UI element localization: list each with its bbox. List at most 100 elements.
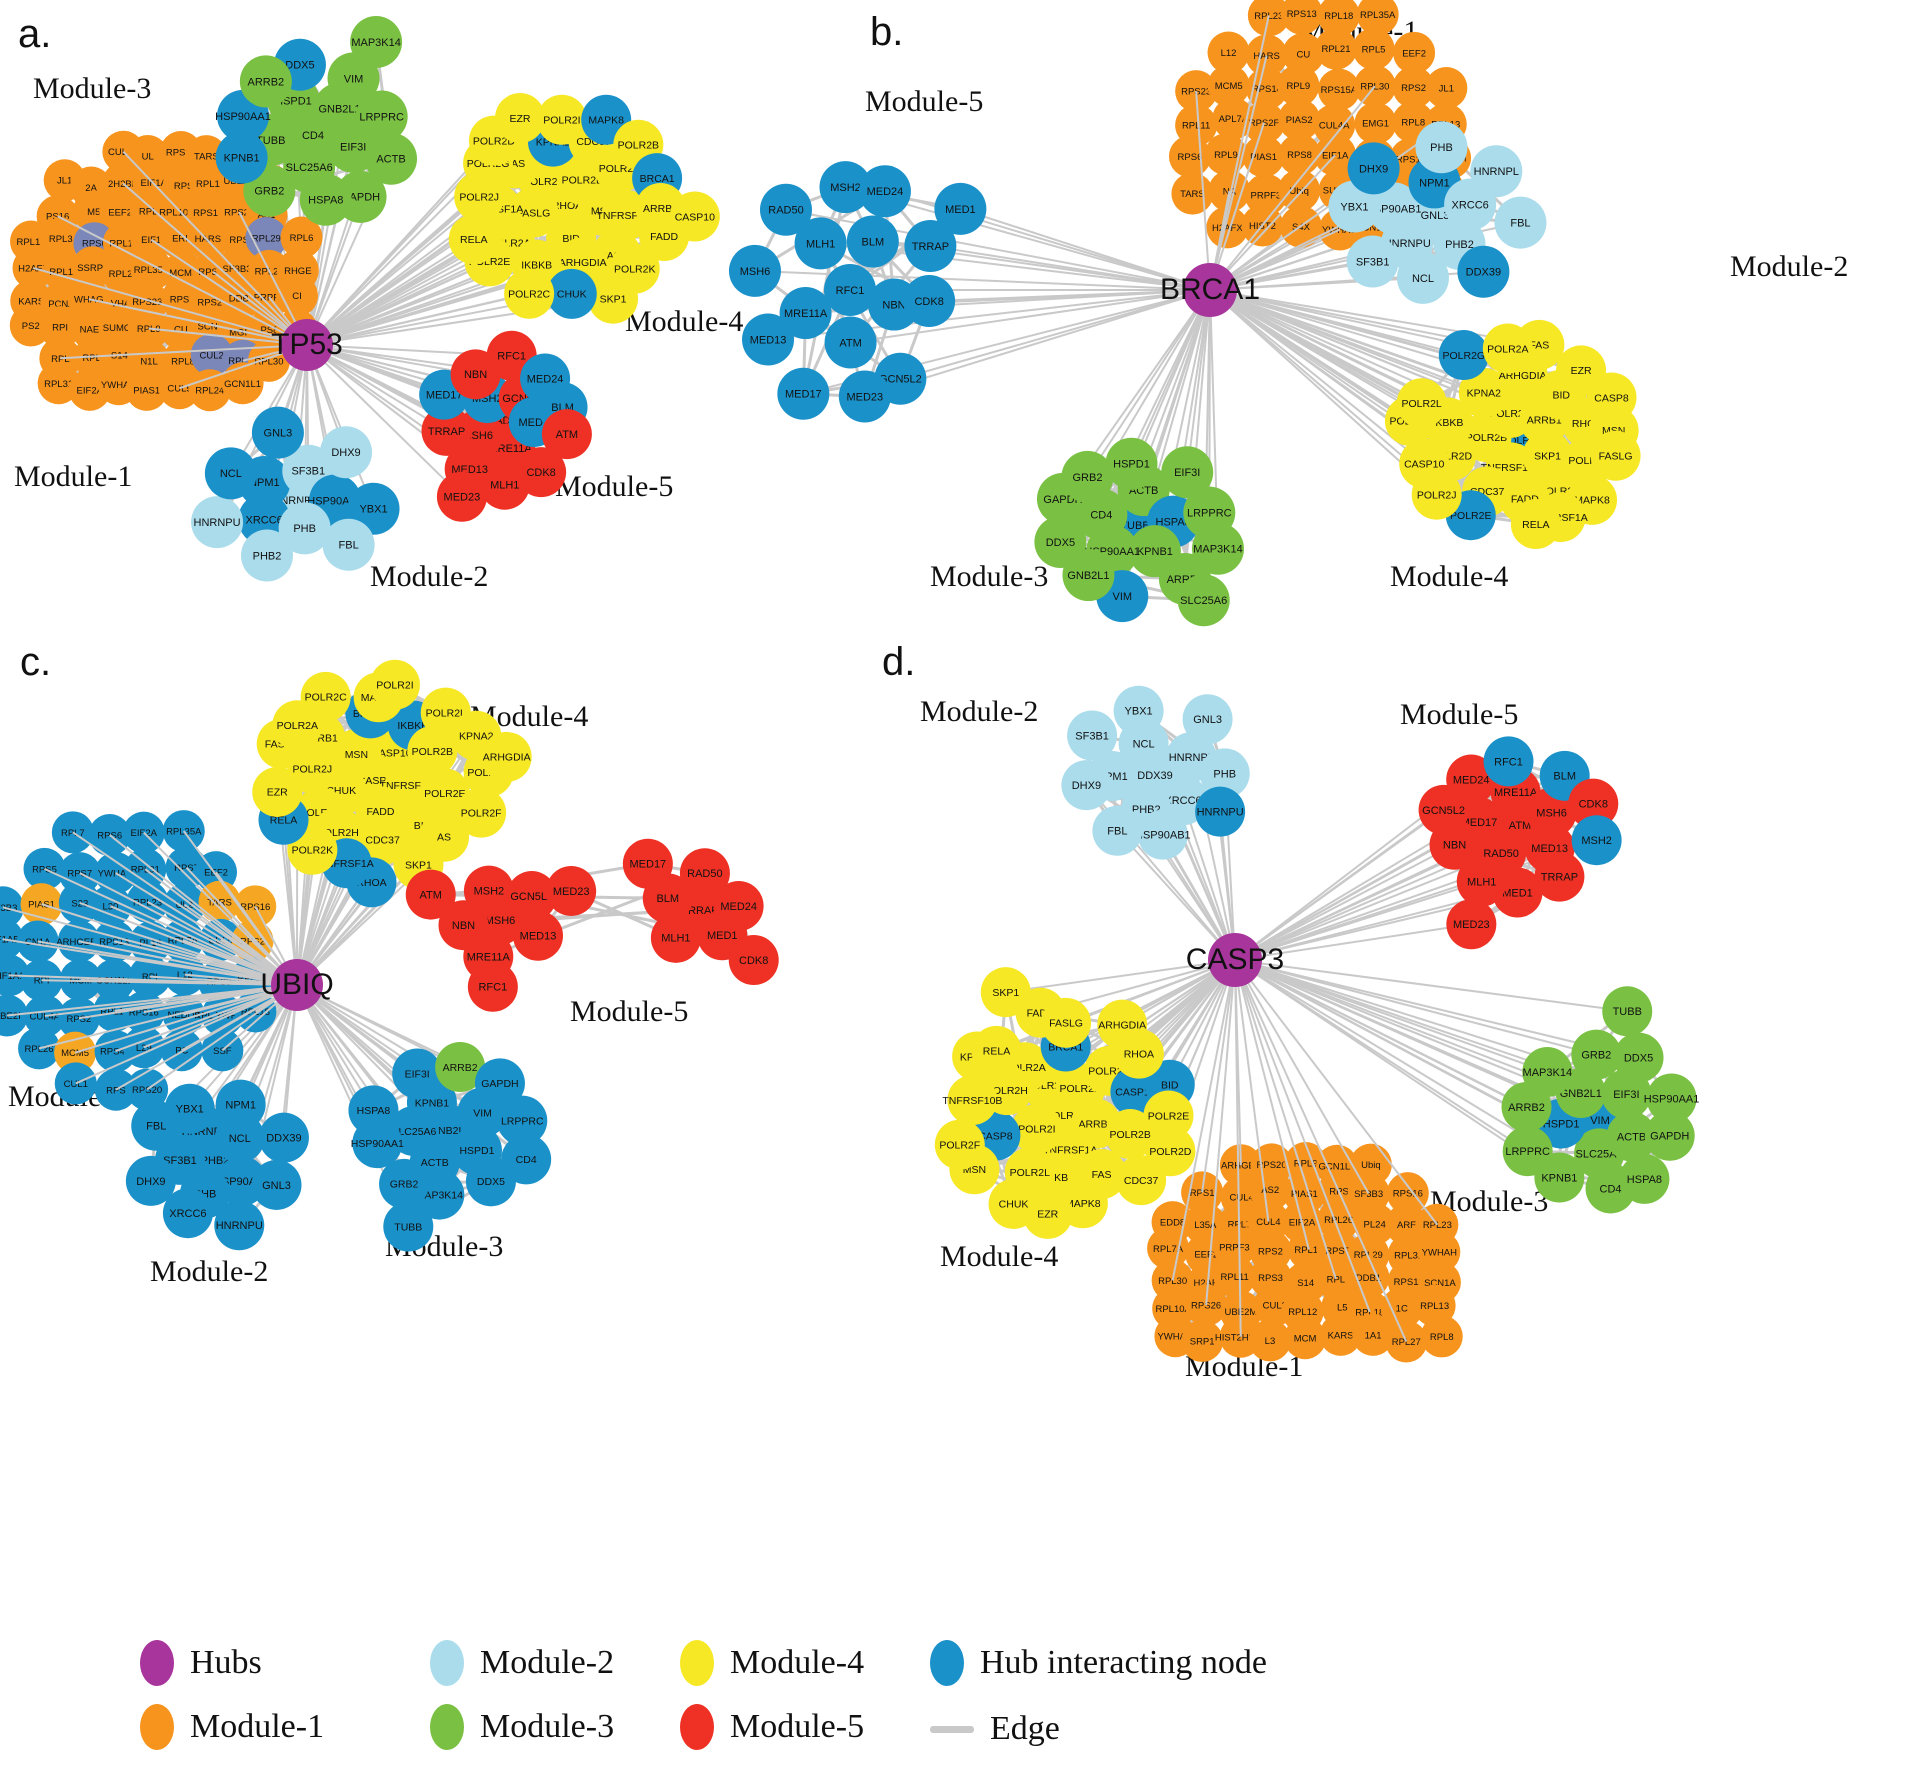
network-node-HNRNPU[interactable]: HNRNPU — [214, 1200, 265, 1251]
network-node-NPM1[interactable]: NPM1 — [215, 1079, 266, 1130]
network-node-HNRNPU[interactable]: HNRNPU — [1195, 786, 1246, 837]
network-node-SKP1[interactable]: SKP1 — [980, 967, 1031, 1018]
network-node-CDK8[interactable]: CDK8 — [728, 935, 779, 986]
network-node-RPL8[interactable]: RPL8 — [1420, 1315, 1463, 1358]
network-node-RAD50[interactable]: RAD50 — [759, 183, 812, 236]
network-node-LRPPRC[interactable]: LRPPRC — [1502, 1126, 1553, 1177]
network-node-RPS15A[interactable]: RPS15A — [1317, 68, 1360, 111]
network-node-HNRNPU[interactable]: HNRNPU — [191, 496, 244, 549]
network-node-MED17[interactable]: MED17 — [622, 838, 673, 889]
network-node-RPS6[interactable]: RPS6 — [1168, 135, 1211, 178]
network-node-RFC1[interactable]: RFC1 — [467, 961, 518, 1012]
network-node-RHOA[interactable]: RHOA — [1113, 1028, 1164, 1079]
network-node-TRRAP[interactable]: TRRAP — [1534, 851, 1585, 902]
network-node-DDX39[interactable]: DDX39 — [1457, 245, 1510, 298]
network-node-POLR2A[interactable]: POLR2A — [1482, 323, 1533, 374]
network-node-FASLG[interactable]: FASLG — [1590, 430, 1641, 481]
network-node-POLR2C[interactable]: POLR2C — [504, 268, 555, 319]
network-node-MSH6[interactable]: MSH6 — [728, 244, 781, 297]
network-node-CASP10[interactable]: CASP10 — [1399, 438, 1450, 489]
network-node-EMG1[interactable]: EMG1 — [1354, 102, 1397, 145]
network-node-MSH2[interactable]: MSH2 — [463, 865, 514, 916]
network-node-MED24[interactable]: MED24 — [858, 165, 911, 218]
network-node-NCL[interactable]: NCL — [204, 447, 257, 500]
network-node-FBL[interactable]: FBL — [1092, 805, 1143, 856]
network-node-ARHGDIA[interactable]: ARHGDIA — [481, 731, 532, 782]
network-node-MED23[interactable]: MED23 — [436, 471, 487, 522]
network-node-HSPA8[interactable]: HSPA8 — [348, 1085, 399, 1136]
network-node-YBX1[interactable]: YBX1 — [1113, 685, 1164, 736]
network-node-MED23[interactable]: MED23 — [1446, 899, 1497, 950]
network-node-GNL3[interactable]: GNL3 — [1182, 694, 1233, 745]
network-node-SRP1[interactable]: SRP1 — [1181, 1319, 1224, 1362]
network-node-DHX9[interactable]: DHX9 — [1061, 760, 1112, 811]
network-node-POLR2G[interactable]: POLR2G — [1438, 330, 1489, 381]
network-node-EZR[interactable]: EZR — [252, 766, 303, 817]
network-node-GAPDH[interactable]: GAPDH — [1644, 1110, 1695, 1161]
network-node-RPL5[interactable]: RPL5 — [1352, 27, 1395, 70]
network-node-Ubiq[interactable]: Ubiq — [1278, 169, 1321, 212]
network-node-PHB[interactable]: PHB — [1415, 121, 1468, 174]
network-node-AS[interactable]: AS — [419, 811, 470, 862]
network-node-DHX9[interactable]: DHX9 — [1347, 142, 1400, 195]
network-node-RFC1[interactable]: RFC1 — [1483, 736, 1534, 787]
network-node-GRB2[interactable]: GRB2 — [379, 1158, 430, 1209]
network-node-RPL21[interactable]: RPL21 — [1314, 27, 1357, 70]
network-node-RELA[interactable]: RELA — [971, 1025, 1022, 1076]
network-node-EIF3I[interactable]: EIF3I — [392, 1048, 443, 1099]
network-node-DDX5[interactable]: DDX5 — [465, 1156, 516, 1207]
network-node-SF3B1[interactable]: SF3B1 — [1067, 710, 1118, 761]
network-node-CASP10[interactable]: CASP10 — [669, 191, 720, 242]
network-node-FBL[interactable]: FBL — [322, 518, 375, 571]
network-node-POLR2L[interactable]: POLR2L — [1396, 378, 1447, 429]
network-node-DDX5[interactable]: DDX5 — [1613, 1032, 1664, 1083]
network-node-GRB2[interactable]: GRB2 — [1061, 450, 1114, 503]
network-node-MAP3K14[interactable]: MAP3K14 — [350, 16, 403, 69]
network-node-MCM[interactable]: MCM — [1284, 1317, 1327, 1360]
network-node-CDC37[interactable]: CDC37 — [1116, 1155, 1167, 1206]
network-node-MED17[interactable]: MED17 — [777, 367, 830, 420]
network-node-HSPA8[interactable]: HSPA8 — [1619, 1153, 1670, 1204]
network-node-TARS[interactable]: TARS — [1171, 172, 1214, 215]
network-node-GCN1L1[interactable]: GCN1L1 — [221, 362, 264, 405]
network-node-SLC25A6[interactable]: SLC25A6 — [1177, 574, 1230, 627]
network-node-NCL[interactable]: NCL — [1396, 251, 1449, 304]
network-node-RELA[interactable]: RELA — [448, 214, 499, 265]
network-node-FBL[interactable]: FBL — [1494, 196, 1547, 249]
network-node-MAP3K14[interactable]: MAP3K14 — [1522, 1047, 1573, 1098]
network-node-BLM[interactable]: BLM — [846, 215, 899, 268]
network-node-GNL3[interactable]: GNL3 — [251, 1159, 302, 1210]
network-node-RELA[interactable]: RELA — [1510, 499, 1561, 550]
network-node-TUBB[interactable]: TUBB — [383, 1201, 434, 1252]
network-node-PHB2[interactable]: PHB2 — [240, 529, 293, 582]
network-node-HSPA8[interactable]: HSPA8 — [299, 173, 352, 226]
network-node-RAD50[interactable]: RAD50 — [679, 848, 730, 899]
network-node-RPL7[interactable]: RPL7 — [51, 811, 94, 854]
network-node-FASLG[interactable]: FASLG — [1041, 997, 1092, 1048]
network-node-ATM[interactable]: ATM — [824, 316, 877, 369]
network-node-POLR2I[interactable]: POLR2I — [536, 94, 587, 145]
network-node-HSPD1[interactable]: HSPD1 — [1105, 437, 1158, 490]
network-node-RFC1[interactable]: RFC1 — [824, 264, 876, 316]
network-node-ATM[interactable]: ATM — [405, 869, 456, 920]
network-node-JL1[interactable]: JL1 — [1425, 67, 1468, 110]
network-node-POLR2F[interactable]: POLR2F — [934, 1119, 985, 1170]
network-node-MED13[interactable]: MED13 — [742, 313, 795, 366]
network-node-MED23[interactable]: MED23 — [838, 370, 891, 423]
network-node-CDK8[interactable]: CDK8 — [903, 275, 956, 328]
network-node-MED13[interactable]: MED13 — [513, 910, 564, 961]
network-node-CHUK[interactable]: CHUK — [546, 268, 597, 319]
network-node-SF3B1[interactable]: SF3B1 — [1346, 235, 1399, 288]
network-node-DHX9[interactable]: DHX9 — [320, 426, 373, 479]
network-node-MED23[interactable]: MED23 — [546, 865, 597, 916]
network-node-CHUK[interactable]: CHUK — [988, 1178, 1039, 1229]
network-node-ARRB2[interactable]: ARRB2 — [239, 55, 292, 108]
network-node-RPL9[interactable]: RPL9 — [1204, 133, 1247, 176]
network-node-GNL3[interactable]: GNL3 — [251, 406, 304, 459]
network-node-HNRNPL[interactable]: HNRNPL — [1470, 145, 1523, 198]
network-node-DHX9[interactable]: DHX9 — [125, 1155, 176, 1206]
network-node-MSH2[interactable]: MSH2 — [1571, 815, 1622, 866]
network-node-MED1[interactable]: MED1 — [934, 182, 987, 235]
network-node-TUBB[interactable]: TUBB — [1602, 986, 1653, 1037]
network-node-RPS13[interactable]: RPS13 — [1280, 0, 1323, 35]
